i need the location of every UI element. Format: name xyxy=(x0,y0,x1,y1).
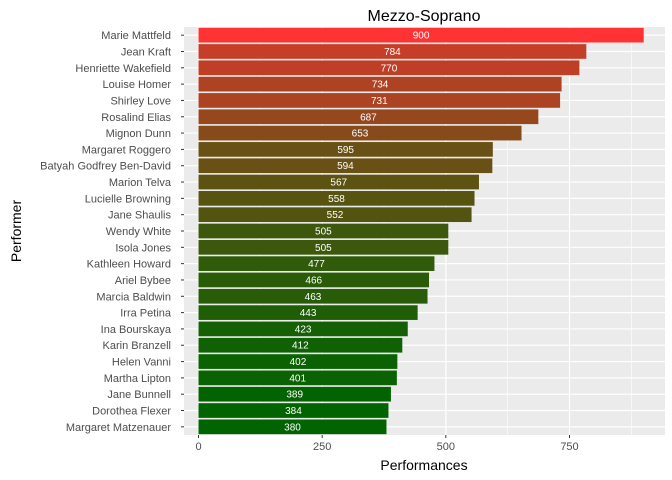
bar xyxy=(198,158,493,174)
bar-value-label: 595 xyxy=(337,145,354,156)
y-tick-label: Wendy White xyxy=(106,226,171,238)
bar-value-label: 423 xyxy=(295,324,312,335)
bar xyxy=(198,191,475,206)
y-axis-title: Performer xyxy=(8,200,24,263)
y-tick-label: Marion Telva xyxy=(109,177,172,189)
y-tick-label: Ina Bourskaya xyxy=(101,324,172,336)
y-tick-label: Henriette Wakefield xyxy=(75,63,171,75)
bar xyxy=(198,256,435,271)
bar-value-label: 380 xyxy=(284,422,301,433)
bar-value-label: 412 xyxy=(292,341,309,352)
bar-value-label: 687 xyxy=(360,112,377,123)
y-tick-label: Isola Jones xyxy=(115,242,171,254)
bar-value-label: 477 xyxy=(308,259,325,270)
y-tick-label: Irra Petina xyxy=(120,308,172,320)
bar xyxy=(198,305,418,320)
bar xyxy=(198,142,493,157)
bar xyxy=(198,419,387,435)
bar xyxy=(198,272,430,288)
bar-value-label: 653 xyxy=(352,129,369,140)
bar-value-label: 567 xyxy=(330,178,347,189)
bar-value-label: 384 xyxy=(285,406,302,417)
y-tick-label: Kathleen Howard xyxy=(87,259,171,271)
bar-value-label: 558 xyxy=(328,194,345,205)
bar-value-label: 463 xyxy=(305,292,322,303)
bars: 900 784 770 734 731 687 653 595 594 567 558 552 505 5… xyxy=(198,27,644,435)
bar xyxy=(198,207,472,223)
bar-value-label: 734 xyxy=(372,80,389,91)
bar-value-label: 505 xyxy=(315,227,332,238)
y-tick-label: Lucielle Browning xyxy=(85,193,171,205)
x-axis-title: Performances xyxy=(380,457,467,473)
y-tick-label: Batyah Godfrey Ben-David xyxy=(40,161,171,173)
bar-value-label: 401 xyxy=(289,373,306,384)
y-tick-label: Karin Branzell xyxy=(103,340,171,352)
y-tick-label: Dorothea Flexer xyxy=(92,406,171,418)
y-tick-label: Mignon Dunn xyxy=(106,128,171,140)
bar xyxy=(198,403,389,418)
x-tick-label: 250 xyxy=(313,441,331,453)
y-tick-label: Jean Kraft xyxy=(121,46,171,58)
bar-value-label: 505 xyxy=(315,243,332,254)
y-tick-label: Margaret Matzenauer xyxy=(66,422,171,434)
y-tick-label: Marcia Baldwin xyxy=(96,291,171,303)
bar-value-label: 389 xyxy=(286,390,303,401)
bar xyxy=(198,44,587,59)
bar-value-label: 900 xyxy=(413,31,430,42)
bar xyxy=(198,386,391,402)
y-tick-label: Marie Mattfeld xyxy=(101,30,171,42)
bar-value-label: 731 xyxy=(371,96,388,107)
bar xyxy=(198,109,539,125)
x-tick-label: 750 xyxy=(560,441,578,453)
bar xyxy=(198,93,561,108)
bar xyxy=(198,370,397,386)
bar xyxy=(198,288,428,304)
x-tick-label: 500 xyxy=(437,441,455,453)
bar xyxy=(198,60,580,76)
y-tick-label: Jane Shaulis xyxy=(108,210,171,222)
bar-value-label: 402 xyxy=(290,357,307,368)
bar-value-label: 443 xyxy=(300,308,317,319)
bar xyxy=(198,125,522,141)
bar-value-label: 770 xyxy=(381,63,398,74)
bar-value-label: 784 xyxy=(384,47,401,58)
bar xyxy=(198,354,398,369)
bar xyxy=(198,321,408,337)
y-tick-label: Martha Lipton xyxy=(104,373,171,385)
bar xyxy=(198,76,562,92)
y-tick-label: Rosalind Elias xyxy=(101,112,171,124)
bar xyxy=(198,27,644,43)
y-tick-labels: Marie Mattfeld Jean Kraft Henriette Wakefi… xyxy=(40,30,184,434)
y-tick-label: Ariel Bybee xyxy=(115,275,171,287)
bar xyxy=(198,223,449,239)
x-tick-label: 0 xyxy=(195,441,201,453)
bar xyxy=(198,337,403,353)
bar xyxy=(198,239,449,255)
bar-value-label: 594 xyxy=(337,161,354,172)
bar xyxy=(198,174,479,190)
bar-value-label: 552 xyxy=(327,210,344,221)
bar-value-label: 466 xyxy=(305,275,322,286)
y-tick-label: Louise Homer xyxy=(103,79,172,91)
y-tick-label: Jane Bunnell xyxy=(107,389,171,401)
y-tick-label: Shirley Love xyxy=(110,95,171,107)
y-tick-label: Helen Vanni xyxy=(112,357,171,369)
x-ticks: 0 250 500 750 xyxy=(195,435,579,453)
chart-title: Mezzo-Soprano xyxy=(368,8,481,25)
y-tick-label: Margaret Roggero xyxy=(82,144,171,156)
